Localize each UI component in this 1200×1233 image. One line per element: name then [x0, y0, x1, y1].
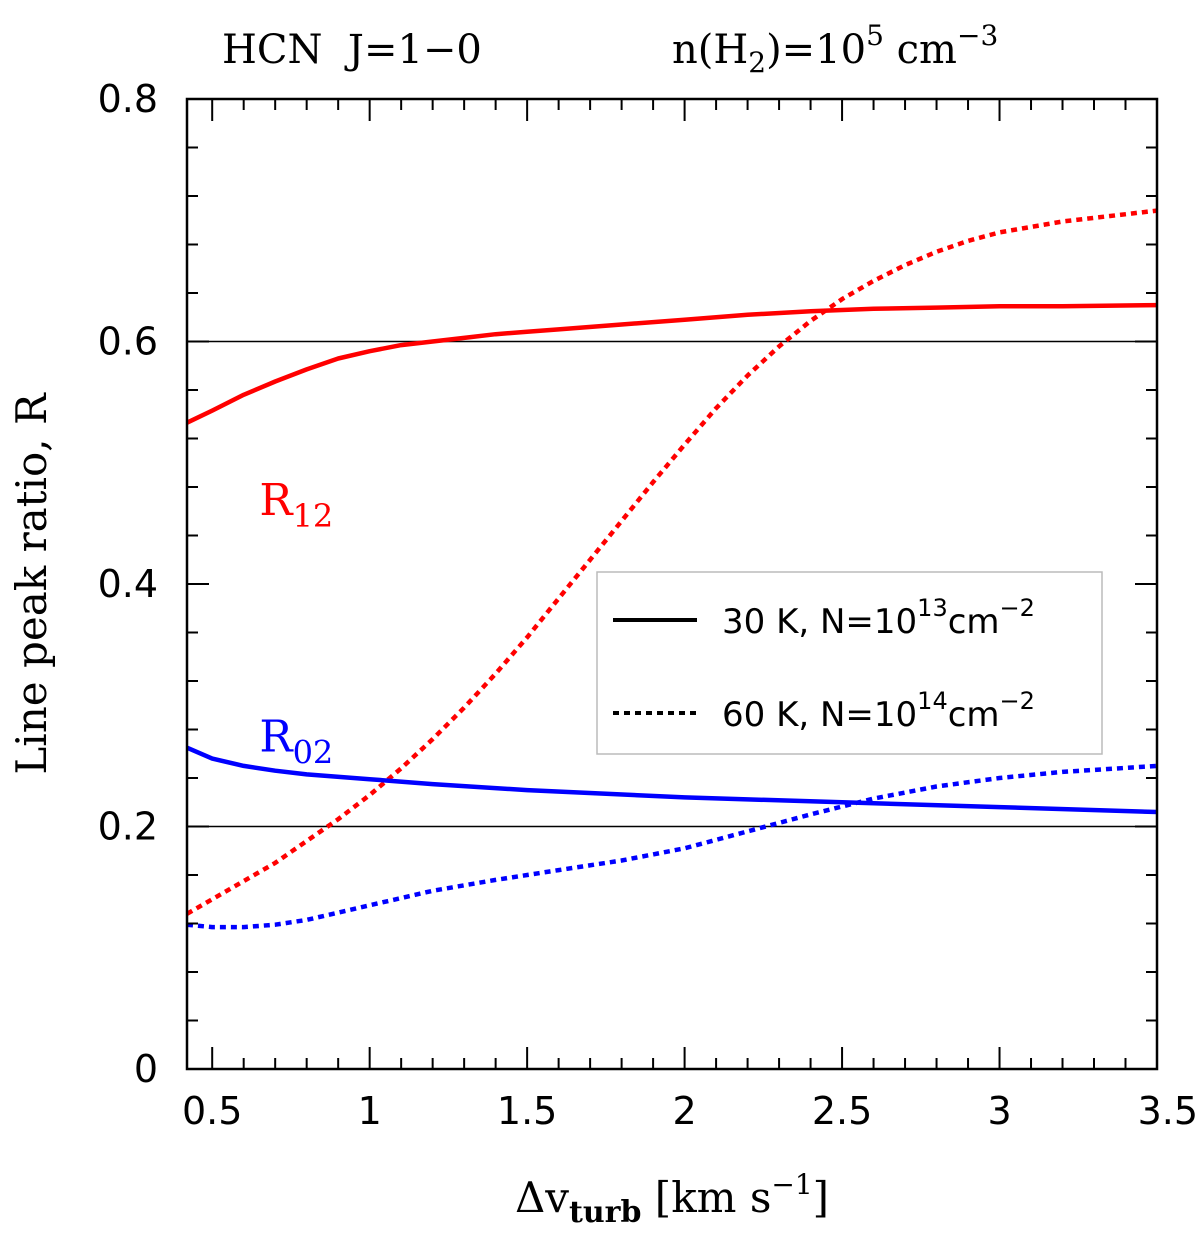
y-tick-label: 0.2 [98, 805, 158, 849]
y-axis-title: Line peak ratio, R [7, 392, 56, 775]
legend: 30 K, N=1013cm−2 60 K, N=1014cm−2 [596, 571, 1103, 755]
x-tick-label: 2.5 [812, 1089, 872, 1133]
chart-title-left: HCN J=1−0 [222, 27, 482, 73]
x-tick-label: 1.5 [497, 1089, 557, 1133]
legend-label-60k: 60 K, N=1014cm−2 [722, 687, 1035, 735]
series-r02-30-k [186, 745, 1158, 815]
x-tick-label: 1 [358, 1089, 382, 1133]
x-tick-label: 2 [673, 1089, 697, 1133]
series-annotations: R12 R02 [259, 475, 333, 771]
legend-box [596, 571, 1103, 755]
y-tick-label: 0.6 [98, 320, 158, 364]
tick-labels: 0.5 1 1.5 2 2.5 3 3.5 0 0.2 0.4 0.6 0.8 [98, 77, 1198, 1133]
legend-label-30k: 30 K, N=1013cm−2 [722, 594, 1035, 642]
series-r12-30-k [186, 302, 1158, 425]
series-r02-60-k [186, 763, 1158, 930]
y-tick-label: 0 [134, 1047, 158, 1091]
y-tick-label: 0.8 [98, 77, 158, 121]
x-axis-title: Δvturb [km s−1] [515, 1168, 829, 1230]
chart-title-right: n(H2)=105 cm−3 [672, 19, 998, 79]
y-tick-label: 0.4 [98, 562, 158, 606]
axis-ticks [187, 98, 1158, 1070]
x-tick-label: 3 [987, 1089, 1011, 1133]
annotation-r02: R02 [259, 712, 333, 772]
series-r12-60-k [185, 208, 1158, 916]
data-series [185, 208, 1158, 930]
x-tick-label: 0.5 [182, 1089, 242, 1133]
x-tick-label: 3.5 [1138, 1089, 1198, 1133]
reference-lines [187, 340, 1157, 828]
annotation-r12: R12 [259, 475, 333, 535]
